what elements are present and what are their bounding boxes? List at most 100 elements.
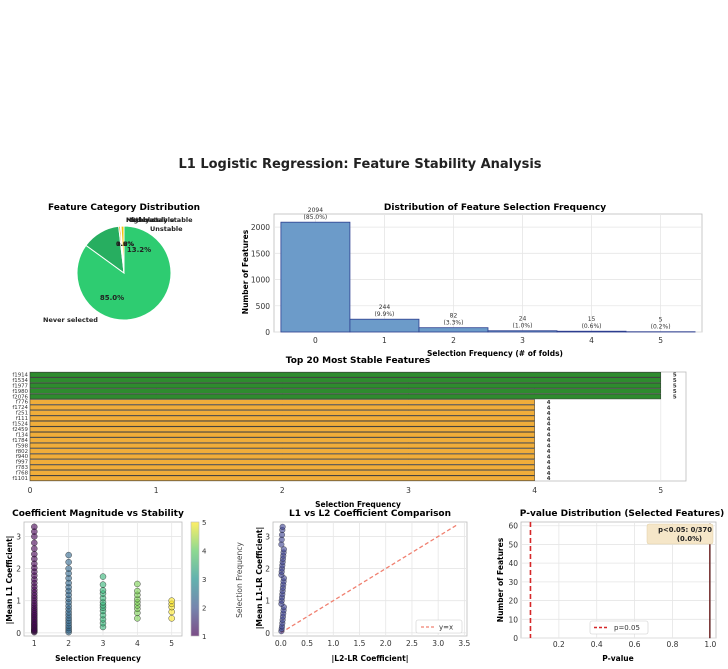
bar [29, 459, 535, 465]
annotation-text: (0.0%) [677, 535, 702, 543]
colorbar [190, 521, 200, 637]
colorbar-tick-label: 3 [202, 576, 206, 584]
x-tick-label: 4 [135, 639, 140, 648]
y-tick-label: 30 [508, 578, 518, 587]
y-tick-label: 1 [16, 597, 21, 606]
x-tick-label: 1 [154, 486, 159, 495]
y-tick-label: 3 [265, 532, 270, 541]
pie-slice [120, 225, 125, 274]
bar-value-label: 24 [519, 316, 527, 323]
x-tick-label: 0.6 [629, 640, 641, 649]
bar-value-label: 5 [673, 378, 677, 384]
y-tick-label: f802 [16, 449, 28, 455]
colorbar-tick-label: 2 [202, 605, 206, 613]
y-tick-label: f2459 [12, 427, 28, 433]
x-tick-label: 1.0 [704, 640, 716, 649]
y-tick-label: f940 [16, 454, 29, 460]
bar [29, 426, 535, 432]
legend-box [589, 620, 649, 635]
bar-value-label: 2094 [308, 207, 323, 214]
x-tick-label: 0 [28, 486, 33, 495]
selection-frequency-xlabel: Selection Frequency (# of folds) [427, 349, 563, 358]
colorbar-tick-label: 4 [202, 548, 207, 556]
pie-slice-pct-label: 85.0% [100, 294, 124, 302]
bar-value-label: 4 [547, 471, 551, 477]
bar-value-label: 4 [547, 460, 551, 466]
scatter-point [65, 565, 72, 572]
x-tick-label: 4 [589, 336, 594, 345]
bar-value-label: 4 [547, 444, 551, 450]
pie-slice-label: Highly stable [126, 216, 175, 224]
bar-value-label: 4 [547, 416, 551, 422]
y-tick-label: f1101 [12, 476, 28, 482]
bar [29, 415, 535, 421]
bar [29, 437, 535, 443]
x-tick-label: 4 [532, 486, 537, 495]
selection-frequency-ylabel: Number of Features [241, 229, 250, 314]
pie-slice-pct-label: 1.0% [116, 240, 135, 248]
pie-chart-title: Feature Category Distribution [48, 203, 200, 213]
y-tick-label: 0 [265, 328, 270, 337]
bar-value-label: 15 [588, 316, 596, 323]
x-tick-label: 3 [101, 639, 106, 648]
y-tick-label: f768 [16, 471, 29, 477]
bar-value-label: 4 [547, 438, 551, 444]
x-tick-label: 0.0 [275, 639, 287, 648]
y-tick-label: f1724 [12, 405, 28, 411]
plot-frame [29, 371, 687, 482]
pvalue-distribution-title: P-value Distribution (Selected Features) [520, 509, 724, 519]
bar-value-label: 4 [547, 449, 551, 455]
scatter-point [168, 615, 175, 622]
bar-value-label: 4 [547, 476, 551, 482]
y-tick-label: 1 [265, 597, 270, 606]
top-features-title: Top 20 Most Stable Features [286, 356, 430, 366]
y-tick-label: f1914 [12, 372, 28, 378]
bar [29, 388, 662, 394]
bar-value-label: 5 [673, 384, 677, 390]
pie-slice-label: Unstable [150, 225, 183, 233]
bar [29, 432, 535, 438]
x-tick-label: 5 [658, 486, 663, 495]
legend-label: p=0.05 [614, 624, 640, 632]
bar [29, 448, 535, 454]
y-tick-label: 40 [508, 559, 518, 568]
x-tick-label: 0.8 [666, 640, 678, 649]
bar-value-label: 5 [673, 394, 677, 400]
x-tick-label: 0.2 [553, 640, 565, 649]
bar [487, 330, 558, 333]
pie-slice-pct-label: 0.6% [116, 240, 135, 248]
annotation-text: p<0.05: 0/370 [658, 526, 712, 534]
bar [29, 470, 535, 476]
y-tick-label: f783 [16, 465, 28, 471]
scatter-point [134, 615, 141, 622]
bar [280, 221, 351, 333]
y-tick-label: 2000 [251, 223, 270, 232]
bar [29, 382, 662, 389]
reference-line [280, 524, 457, 634]
y-tick-label: f134 [16, 432, 29, 438]
scatter-point [99, 581, 107, 588]
bar-value-label: (0.2%) [651, 324, 671, 331]
bar-value-label: (3.3%) [444, 320, 464, 327]
x-tick-label: 3 [520, 336, 525, 345]
x-tick-label: 5 [658, 336, 663, 345]
bar [29, 372, 662, 378]
l1-l2-comparison-xlabel: |L2-LR Coefficient| [332, 654, 409, 664]
bar [29, 377, 662, 383]
scatter-point [31, 545, 38, 552]
bar-value-label: 5 [673, 373, 677, 379]
pie-slice-pct-label: 0.2% [116, 240, 135, 248]
x-tick-label: 1.5 [354, 639, 366, 648]
colorbar-tick-label: 5 [202, 519, 206, 527]
y-tick-label: f2076 [12, 394, 28, 400]
scatter-point [65, 558, 72, 566]
y-tick-label: 0 [265, 629, 270, 638]
y-tick-label: 0 [16, 629, 21, 638]
bar [29, 410, 535, 416]
scatter-point [279, 523, 286, 530]
y-tick-label: f776 [16, 400, 29, 406]
y-tick-label: 1500 [251, 249, 270, 258]
scatter-point [31, 539, 38, 547]
bar-value-label: 4 [547, 433, 551, 439]
